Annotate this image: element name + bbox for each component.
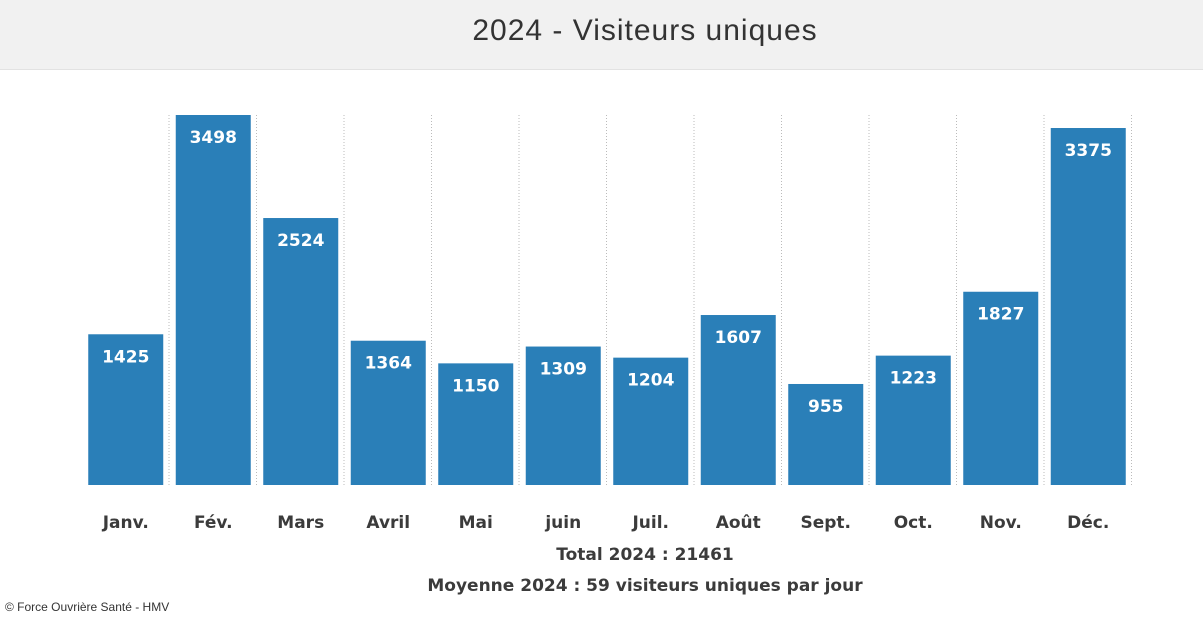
bar-10: [963, 291, 1039, 485]
bar-value-label: 1364: [365, 354, 412, 374]
credit: © Force Ouvrière Santé - HMV: [5, 600, 170, 614]
category-label: Juil.: [631, 513, 669, 533]
category-label: Mars: [277, 513, 324, 533]
bar-5: [525, 346, 601, 485]
bar-value-label: 1309: [540, 360, 587, 380]
bar-value-label: 1223: [890, 369, 937, 389]
category-label: Août: [716, 513, 761, 533]
chart-header: 2024 - Visiteurs uniques: [0, 0, 1203, 70]
bar-value-label: 955: [808, 397, 844, 417]
bar-9: [875, 355, 951, 485]
category-label: Janv.: [102, 513, 149, 533]
bar-1: [175, 115, 251, 485]
bar-4: [438, 363, 514, 485]
bar-value-label: 1607: [715, 328, 762, 348]
bar-2: [263, 218, 339, 485]
bar-7: [700, 315, 776, 485]
category-label: Sept.: [800, 513, 851, 533]
bar-value-label: 1827: [977, 305, 1024, 325]
bar-value-label: 1425: [102, 347, 149, 367]
bar-value-label: 1204: [627, 371, 674, 391]
category-label: Déc.: [1067, 513, 1109, 533]
category-label: Nov.: [980, 513, 1022, 533]
category-label: Mai: [459, 513, 493, 533]
average-note: Moyenne 2024 : 59 visiteurs uniques par …: [427, 576, 863, 596]
bar-11: [1050, 128, 1126, 485]
chart-title: 2024 - Visiteurs uniques: [472, 14, 818, 47]
bar-value-label: 2524: [277, 231, 324, 251]
category-label: juin: [544, 513, 581, 533]
bar-value-label: 3498: [190, 128, 237, 148]
bar-0: [88, 334, 164, 485]
bar-8: [788, 383, 864, 485]
bar-value-label: 3375: [1065, 141, 1112, 161]
bar-3: [350, 340, 426, 485]
category-label: Avril: [366, 513, 410, 533]
bar-value-label: 1150: [452, 376, 499, 396]
category-label: Oct.: [894, 513, 933, 533]
total-note: Total 2024 : 21461: [556, 545, 734, 565]
bar-6: [613, 357, 689, 485]
category-label: Fév.: [194, 513, 233, 533]
